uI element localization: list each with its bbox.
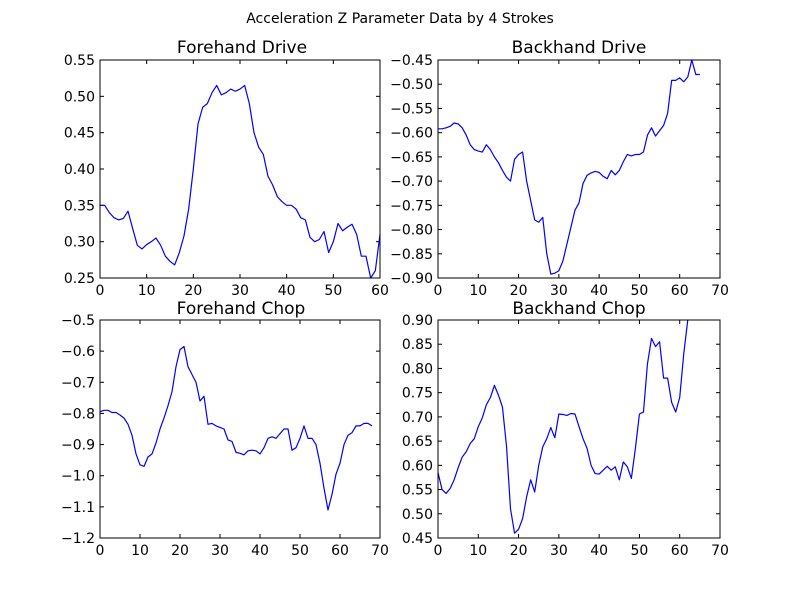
x-tick-label: 20 [510, 283, 528, 299]
series-line [438, 59, 700, 275]
x-tick-label: 60 [331, 543, 349, 559]
subplot-backhand-drive: Backhand Drive 0 10 20 30 40 50 60 70 −0.90 −0.85… [390, 38, 729, 299]
subplot-title: Forehand Drive [177, 38, 307, 58]
y-tick-label: −0.45 [390, 53, 433, 69]
x-tick-label: 0 [96, 283, 105, 299]
x-tick-label: 70 [711, 283, 729, 299]
y-tick-label: −0.7 [61, 375, 95, 391]
y-tick-label: −0.90 [390, 271, 433, 287]
y-tick-label: −0.85 [390, 247, 433, 263]
x-tick-label: 0 [96, 543, 105, 559]
x-tick-label: 70 [371, 543, 389, 559]
x-tick-label: 10 [131, 543, 149, 559]
y-tick-label: −0.5 [61, 313, 95, 329]
x-tick-label: 10 [469, 283, 487, 299]
y-tick-label: −1.1 [61, 500, 95, 516]
y-tick-label: −0.50 [390, 77, 433, 93]
y-tick-label: 0.75 [402, 386, 433, 402]
x-tick-label: 50 [631, 283, 649, 299]
x-tick-label: 30 [211, 543, 229, 559]
subplot-title: Backhand Drive [512, 38, 647, 58]
subplot-forehand-chop: Forehand Chop 0 10 20 30 40 50 60 70 −1.2 −1.1 −1.… [61, 299, 389, 559]
y-tick-label: 0.50 [64, 89, 95, 105]
y-tick-label: 0.30 [64, 235, 95, 251]
x-tick-label: 40 [278, 283, 296, 299]
y-tick-label: 0.80 [402, 361, 433, 377]
x-tick-label: 30 [231, 283, 249, 299]
tick-group: 0 10 20 30 40 50 60 0.25 0.30 0.35 0.40 0.45 0.50 0.5… [64, 53, 389, 299]
x-tick-label: 50 [631, 543, 649, 559]
y-tick-label: −0.8 [61, 406, 95, 422]
x-tick-label: 60 [671, 543, 689, 559]
y-tick-label: 0.50 [402, 507, 433, 523]
y-tick-label: 0.90 [402, 313, 433, 329]
y-tick-label: −0.75 [390, 198, 433, 214]
tick-group: 0 10 20 30 40 50 60 70 −0.90 −0.85 −0.80 −0.75 −0.70… [390, 53, 729, 299]
x-tick-label: 40 [590, 543, 608, 559]
x-tick-label: 50 [324, 283, 342, 299]
x-tick-label: 10 [138, 283, 156, 299]
series-line [437, 319, 689, 534]
tick-group: 0 10 20 30 40 50 60 70 −1.2 −1.1 −1.0 −0.9 −0.8 −0.7 −… [61, 313, 389, 559]
y-tick-label: 0.40 [64, 162, 95, 178]
subplot-backhand-chop: Backhand Chop 0 10 20 30 40 50 60 70 0.45 0.50 0.5… [402, 299, 729, 559]
x-tick-label: 60 [371, 283, 389, 299]
plot-frame [99, 319, 381, 539]
y-tick-label: −1.2 [61, 531, 95, 547]
y-tick-label: 0.70 [402, 410, 433, 426]
y-tick-label: −0.70 [390, 174, 433, 190]
x-tick-label: 60 [671, 283, 689, 299]
y-tick-label: 0.35 [64, 198, 95, 214]
y-tick-label: 0.45 [402, 531, 433, 547]
y-tick-label: −0.6 [61, 344, 95, 360]
x-tick-label: 30 [550, 543, 568, 559]
y-tick-label: 0.45 [64, 126, 95, 142]
x-tick-label: 10 [469, 543, 487, 559]
y-tick-label: 0.25 [64, 271, 95, 287]
subplot-title: Forehand Chop [177, 299, 306, 319]
plot-frame [437, 319, 721, 539]
x-tick-label: 30 [550, 283, 568, 299]
subplot-title: Backhand Chop [512, 299, 645, 319]
y-tick-label: −0.60 [390, 126, 433, 142]
y-tick-label: −0.9 [61, 438, 95, 454]
x-tick-label: 20 [510, 543, 528, 559]
tick-group: 0 10 20 30 40 50 60 70 0.45 0.50 0.55 0.60 0.65 0.70 0… [402, 313, 729, 559]
x-tick-label: 40 [251, 543, 269, 559]
subplot-forehand-drive: Forehand Drive 0 10 20 30 40 50 60 0.25 0.30 0.35… [64, 38, 389, 299]
x-tick-label: 40 [590, 283, 608, 299]
y-tick-label: 0.55 [402, 483, 433, 499]
y-tick-label: 0.60 [402, 458, 433, 474]
plot-frame [99, 59, 381, 279]
x-tick-label: 0 [434, 543, 443, 559]
x-tick-label: 70 [711, 543, 729, 559]
plot-frame [437, 59, 721, 279]
series-line [100, 84, 381, 279]
y-tick-label: 0.55 [64, 53, 95, 69]
x-tick-label: 20 [184, 283, 202, 299]
x-tick-label: 20 [171, 543, 189, 559]
y-tick-label: −0.55 [390, 101, 433, 117]
x-tick-label: 50 [291, 543, 309, 559]
y-tick-label: 0.85 [402, 337, 433, 353]
y-tick-label: −0.80 [390, 223, 433, 239]
x-tick-label: 0 [434, 283, 443, 299]
y-tick-label: −1.0 [61, 469, 95, 485]
y-tick-label: −0.65 [390, 150, 433, 166]
figure-title: Acceleration Z Parameter Data by 4 Strok… [246, 11, 554, 27]
y-tick-label: 0.65 [402, 434, 433, 450]
series-line [99, 345, 373, 511]
